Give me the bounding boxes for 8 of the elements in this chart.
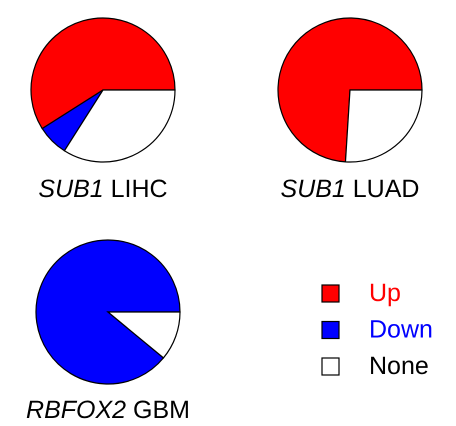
text: SUB1 LUAD [280, 175, 420, 203]
pie-slice [277, 17, 423, 162]
pie-slice [35, 239, 181, 385]
text: SUB1 LIHC [38, 175, 168, 203]
legend-label: Up [369, 279, 401, 307]
text: RBFOX2 GBM [26, 396, 190, 424]
legend-label: None [369, 352, 429, 380]
legend-label: Down [369, 316, 433, 344]
